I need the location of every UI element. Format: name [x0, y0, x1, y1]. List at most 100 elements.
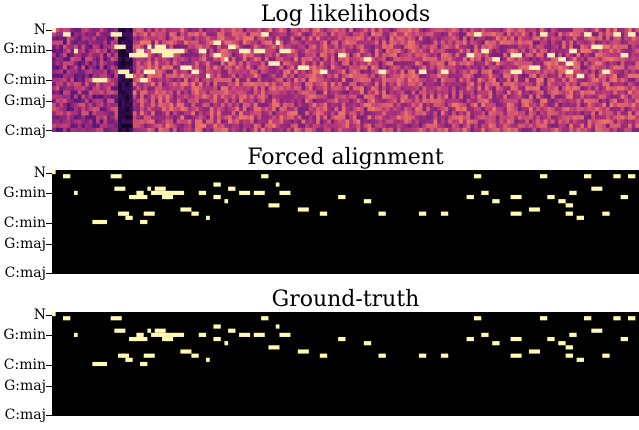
heatmap-cell — [184, 36, 189, 41]
heatmap-cell — [470, 82, 475, 87]
heatmap-cell — [569, 36, 574, 41]
heatmap-cell — [609, 65, 614, 70]
heatmap-cell — [206, 86, 211, 91]
heatmap-cell — [536, 98, 541, 104]
heatmap-cell — [525, 73, 530, 79]
heatmap-cell — [264, 73, 269, 79]
heatmap-cell — [206, 40, 211, 45]
heatmap-cell — [404, 44, 409, 50]
heatmap-cell — [440, 32, 445, 37]
heatmap-cell — [624, 98, 629, 104]
heatmap-cell — [176, 69, 181, 75]
heatmap-cell — [514, 115, 519, 120]
heatmap-cell — [426, 57, 431, 62]
heatmap-cell — [308, 48, 313, 54]
heatmap-cell — [327, 82, 332, 87]
heatmap-cell — [279, 28, 284, 33]
heatmap-cell — [459, 52, 464, 58]
heatmap-cell — [470, 94, 475, 100]
heatmap-cell — [59, 28, 64, 33]
heatmap-cell — [257, 86, 262, 91]
heatmap-cell — [283, 123, 288, 129]
heatmap-cell — [602, 115, 607, 120]
heatmap-cell — [66, 102, 71, 108]
heatmap-cell — [206, 82, 211, 87]
heatmap-cell — [591, 127, 596, 132]
heatmap-cell — [422, 40, 427, 45]
heatmap-cell — [451, 90, 456, 95]
heatmap-cell — [404, 86, 409, 91]
heatmap-cell — [85, 40, 89, 45]
heatmap-cell — [382, 61, 387, 66]
heatmap-cell — [330, 86, 335, 91]
heatmap-cell — [389, 86, 394, 91]
heatmap-cell — [580, 98, 585, 104]
heatmap-cell — [74, 115, 78, 120]
heatmap-cell — [572, 28, 577, 33]
heatmap-cell — [484, 94, 489, 100]
heatmap-cell — [367, 102, 372, 108]
heatmap-cell — [81, 107, 86, 112]
heatmap-cell — [195, 65, 200, 70]
heatmap-cell — [77, 77, 82, 83]
heatmap-cell — [121, 102, 126, 108]
heatmap-cell — [154, 94, 159, 100]
heatmap-cell — [334, 36, 339, 41]
heatmap-cell — [103, 115, 108, 120]
heatmap-cell — [239, 123, 244, 129]
heatmap-cell — [294, 28, 299, 33]
heatmap-cell — [499, 102, 504, 108]
heatmap-cell — [330, 82, 335, 87]
heatmap-cell — [422, 69, 427, 75]
heatmap-cell — [275, 57, 280, 62]
heatmap-cell — [154, 44, 159, 50]
heatmap-cell — [132, 32, 137, 37]
heatmap-cell — [334, 119, 339, 124]
heatmap-cell — [374, 119, 379, 124]
heatmap-cell — [466, 36, 471, 41]
heatmap-cell — [279, 44, 284, 50]
heatmap-cell — [569, 127, 574, 132]
heatmap-cell — [286, 94, 291, 100]
heatmap-cell — [525, 52, 530, 58]
heatmap-cell — [231, 77, 236, 83]
heatmap-cell — [451, 28, 456, 33]
heatmap-cell — [103, 127, 108, 132]
heatmap-cell — [400, 36, 405, 41]
heatmap-cell — [220, 90, 225, 95]
heatmap-cell — [635, 102, 639, 108]
heatmap-cell — [264, 57, 269, 62]
heatmap-cell — [532, 48, 537, 54]
heatmap-cell — [459, 115, 464, 120]
heatmap-cell — [55, 98, 60, 104]
heatmap-cell — [297, 52, 302, 58]
heatmap-cell — [363, 36, 368, 41]
heatmap-cell — [103, 28, 108, 33]
heatmap-cell — [110, 44, 115, 50]
heatmap-cell — [543, 44, 548, 50]
heatmap-cell — [59, 86, 64, 91]
heatmap-cell — [525, 107, 530, 112]
heatmap-cell — [451, 127, 456, 132]
heatmap-cell — [462, 69, 467, 75]
heatmap-cell — [631, 77, 636, 83]
heatmap-cell — [187, 44, 192, 50]
heatmap-cell — [52, 48, 56, 54]
heatmap-cell — [554, 111, 559, 116]
heatmap-cell — [52, 90, 56, 95]
heatmap-cell — [140, 90, 145, 95]
heatmap-cell — [525, 32, 530, 37]
heatmap-cell — [239, 98, 244, 104]
heatmap-cell — [349, 115, 354, 120]
heatmap-cell — [88, 48, 93, 54]
heatmap-cell — [484, 40, 489, 45]
heatmap-cell — [444, 123, 449, 129]
heatmap-cell — [184, 40, 189, 45]
heatmap-cell — [477, 73, 482, 79]
heatmap-cell — [569, 32, 574, 37]
heatmap-cell — [396, 90, 401, 95]
heatmap-cell — [176, 123, 181, 129]
heatmap-cell — [338, 86, 343, 91]
heatmap-cell — [510, 69, 515, 75]
heatmap-cell — [598, 77, 603, 83]
